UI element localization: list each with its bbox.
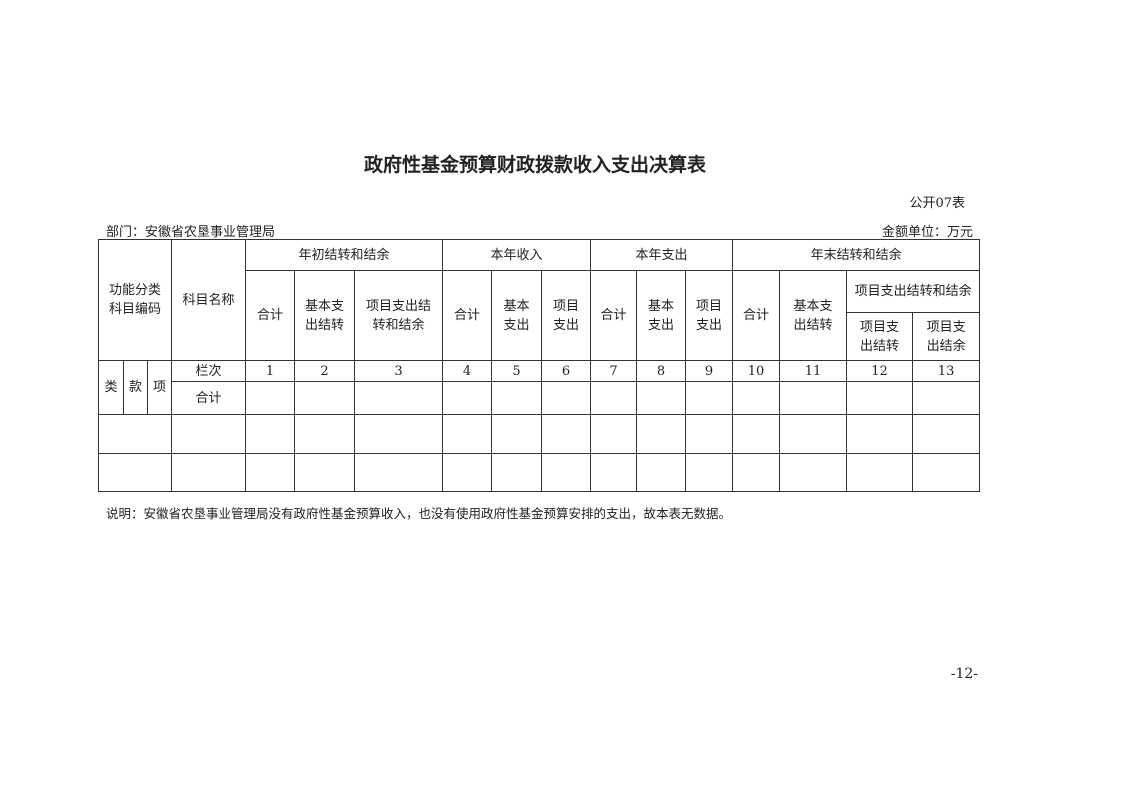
empty-cell — [245, 414, 296, 454]
empty-cell — [171, 414, 247, 454]
column-number: 5 — [491, 360, 543, 382]
empty-cell — [846, 453, 914, 492]
empty-cell — [846, 381, 914, 415]
header-cell: 合计 — [590, 270, 638, 361]
column-number: 9 — [685, 360, 734, 382]
column-number: 2 — [294, 360, 356, 382]
column-number: 8 — [636, 360, 687, 382]
header-cell: 项目支出 — [685, 270, 734, 361]
column-number: 6 — [541, 360, 592, 382]
empty-cell — [491, 453, 543, 492]
column-number: 10 — [732, 360, 781, 382]
empty-cell — [636, 381, 687, 415]
code-part-item: 项 — [146, 360, 173, 415]
empty-cell — [294, 381, 356, 415]
empty-cell — [442, 381, 493, 415]
empty-cell — [779, 414, 848, 454]
empty-cell — [171, 453, 247, 492]
header-subject-name: 科目名称 — [171, 239, 247, 361]
empty-cell — [779, 453, 848, 492]
header-cell: 合计 — [442, 270, 493, 361]
empty-cell — [636, 414, 687, 454]
empty-cell — [354, 453, 444, 492]
empty-cell — [912, 414, 981, 454]
table-row — [97, 414, 981, 454]
empty-cell — [294, 453, 356, 492]
empty-cell — [685, 453, 734, 492]
header-cell: 项目支出 — [541, 270, 592, 361]
empty-cell — [590, 381, 638, 415]
column-number: 4 — [442, 360, 493, 382]
header-cell: 合计 — [245, 270, 296, 361]
header-cell: 基本支出结转 — [779, 270, 848, 361]
empty-cell — [541, 453, 592, 492]
code-part-category: 类 — [98, 360, 124, 415]
explanation-note: 说明：安徽省农垦事业管理局没有政府性基金预算收入，也没有使用政府性基金预算安排的… — [106, 506, 732, 521]
empty-cell — [912, 381, 981, 415]
header-group: 年末结转和结余 — [732, 239, 981, 271]
header-cell: 项目支出结转和结余 — [846, 270, 981, 313]
empty-cell — [541, 381, 592, 415]
empty-cell — [685, 381, 734, 415]
header-cell: 项目支出结转和结余 — [354, 270, 444, 361]
empty-cell — [491, 381, 543, 415]
empty-cell — [732, 453, 781, 492]
header-cell: 基本支出 — [491, 270, 543, 361]
header-cell: 项目支出结余 — [912, 312, 981, 361]
total-label: 合计 — [171, 381, 247, 415]
empty-cell — [354, 381, 444, 415]
empty-cell — [442, 453, 493, 492]
column-number: 3 — [354, 360, 444, 382]
empty-cell — [732, 414, 781, 454]
header-function-code: 功能分类科目编码 — [97, 239, 173, 361]
column-number: 12 — [846, 360, 914, 382]
empty-cell — [491, 414, 543, 454]
header-cell: 合计 — [732, 270, 781, 361]
page-title: 政府性基金预算财政拨款收入支出决算表 — [363, 154, 706, 176]
budget-table: 功能分类科目编码 科目名称 年初结转和结余 本年收入 本年支出 年末结转和结余 … — [97, 239, 981, 492]
column-number: 13 — [912, 360, 981, 382]
header-cell: 项目支出结转 — [846, 312, 914, 361]
code-part-section: 款 — [123, 360, 148, 415]
empty-cell — [245, 453, 296, 492]
empty-cell — [590, 414, 638, 454]
unit-label: 金额单位：万元 — [881, 225, 973, 240]
empty-cell — [636, 453, 687, 492]
header-group: 本年收入 — [442, 239, 592, 271]
header-group: 本年支出 — [590, 239, 734, 271]
empty-cell — [245, 381, 296, 415]
column-number: 1 — [245, 360, 296, 382]
empty-cell — [846, 414, 914, 454]
empty-cell — [590, 453, 638, 492]
empty-cell — [779, 381, 848, 415]
header-group: 年初结转和结余 — [245, 239, 444, 271]
empty-cell — [354, 414, 444, 454]
column-number: 11 — [779, 360, 848, 382]
empty-cell — [294, 414, 356, 454]
total-row: 合计 — [99, 381, 981, 415]
column-index-label: 栏次 — [171, 360, 247, 382]
empty-cell — [732, 381, 781, 415]
header-cell: 基本支出 — [636, 270, 687, 361]
empty-cell — [541, 414, 592, 454]
table-row — [97, 453, 981, 492]
empty-cell — [97, 414, 173, 454]
empty-cell — [685, 414, 734, 454]
form-number: 公开07表 — [909, 196, 965, 211]
header-cell: 基本支出结转 — [294, 270, 356, 361]
column-number: 7 — [590, 360, 638, 382]
empty-cell — [442, 414, 493, 454]
page-number: -12- — [950, 666, 978, 682]
empty-cell — [97, 453, 173, 492]
department-label: 部门：安徽省农垦事业管理局 — [106, 225, 276, 240]
empty-cell — [912, 453, 981, 492]
